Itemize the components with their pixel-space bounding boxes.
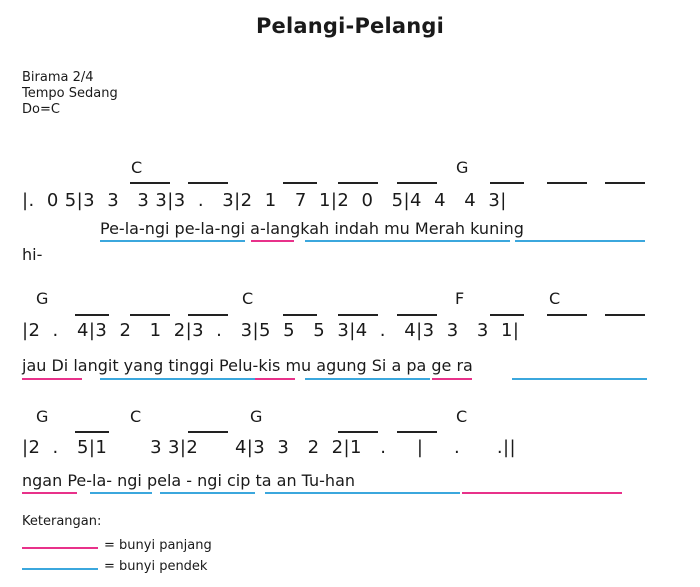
legend-short-sample	[22, 568, 98, 570]
song-meta: Birama 2/4 Tempo Sedang Do=C	[22, 70, 118, 118]
notation-line: |. 0 5|3 3 3 3|3 . 3|2 1 7 1|2 0 5|4 4 4…	[22, 190, 507, 211]
chord: C	[456, 407, 468, 426]
chord: C	[242, 289, 254, 308]
notation-line: |2 . 4|3 2 1 2|3 . 3|5 5 5 3|4 . 4|3 3 3…	[22, 320, 520, 341]
chord: G	[250, 407, 263, 426]
legend-title: Keterangan:	[22, 514, 102, 529]
chord: F	[455, 289, 465, 308]
time-signature: Birama 2/4	[22, 70, 94, 85]
chord: G	[456, 158, 469, 177]
lyric-line: jau Di langit yang tinggi Pelu-kis mu ag…	[22, 356, 473, 375]
notation-line: |2 . 5|1 3 3|2 4|3 3 2 2|1 . | . .||	[22, 437, 516, 458]
chord: G	[36, 289, 49, 308]
song-title: Pelangi-Pelangi	[255, 14, 445, 38]
legend-long-label: = bunyi panjang	[104, 538, 212, 553]
chord: C	[130, 407, 142, 426]
tempo: Tempo Sedang	[22, 86, 118, 101]
lyric-line: Pe-la-ngi pe-la-ngi a-langkah indah mu M…	[100, 219, 524, 238]
lyric-line: ngan Pe-la- ngi pela - ngi cip ta an Tu-…	[22, 471, 356, 490]
chord: C	[549, 289, 561, 308]
lyric-continuation: hi-	[22, 245, 43, 264]
key: Do=C	[22, 102, 60, 117]
legend-long-sample	[22, 547, 98, 549]
chord: G	[36, 407, 49, 426]
chord: C	[131, 158, 143, 177]
legend-short-label: = bunyi pendek	[104, 559, 208, 574]
